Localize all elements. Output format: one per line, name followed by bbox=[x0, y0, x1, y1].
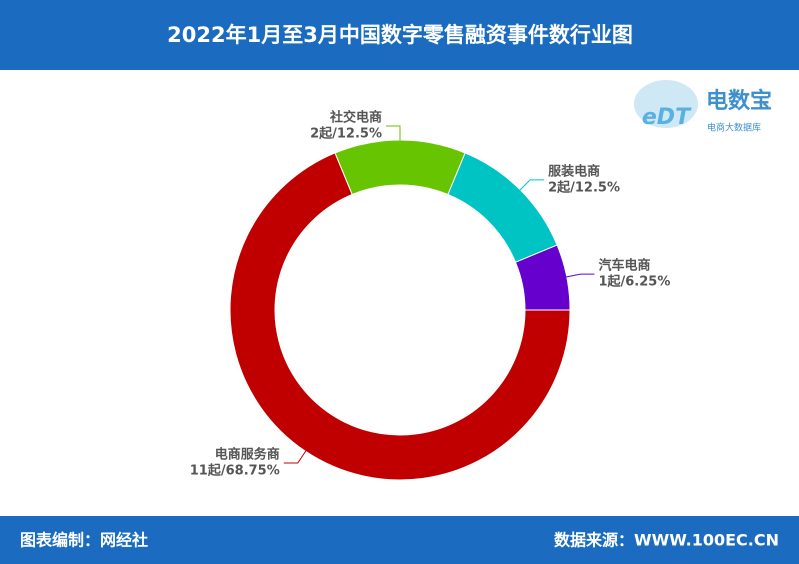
leader-line bbox=[283, 447, 309, 464]
value-label: 2起/12.5% bbox=[548, 179, 620, 195]
slice-label: 电商服务商 bbox=[215, 446, 280, 462]
header-bar bbox=[0, 0, 799, 70]
footer-left: 图表编制：网经社 bbox=[20, 531, 148, 550]
slice-label: 汽车电商 bbox=[598, 258, 650, 274]
value-label: 1起/6.25% bbox=[598, 274, 670, 290]
leader-line bbox=[386, 125, 401, 144]
logo-mark: eDT bbox=[642, 105, 692, 130]
slice-label: 社交电商 bbox=[329, 110, 382, 126]
logo: eDT 电数宝 电商大数据库 bbox=[634, 80, 772, 134]
value-label: 11起/68.75% bbox=[190, 462, 280, 478]
footer-right: 数据来源：WWW.100EC.CN bbox=[554, 531, 779, 550]
logo-cloud bbox=[634, 80, 698, 128]
logo-name: 电数宝 bbox=[706, 88, 772, 114]
plot: 汽车电商1起/6.25%服装电商2起/12.5%社交电商2起/12.5%电商服务… bbox=[190, 110, 670, 481]
slice-label: 服装电商 bbox=[548, 163, 600, 179]
logo-subtitle: 电商大数据库 bbox=[707, 122, 761, 134]
footer-bar bbox=[0, 516, 799, 564]
leader-line bbox=[517, 179, 545, 193]
leader-line bbox=[562, 273, 595, 279]
chart-title: 2022年1月至3月中国数字零售融资事件数行业图 bbox=[167, 23, 633, 47]
value-label: 2起/12.5% bbox=[310, 126, 382, 142]
donut-segment bbox=[229, 152, 571, 481]
